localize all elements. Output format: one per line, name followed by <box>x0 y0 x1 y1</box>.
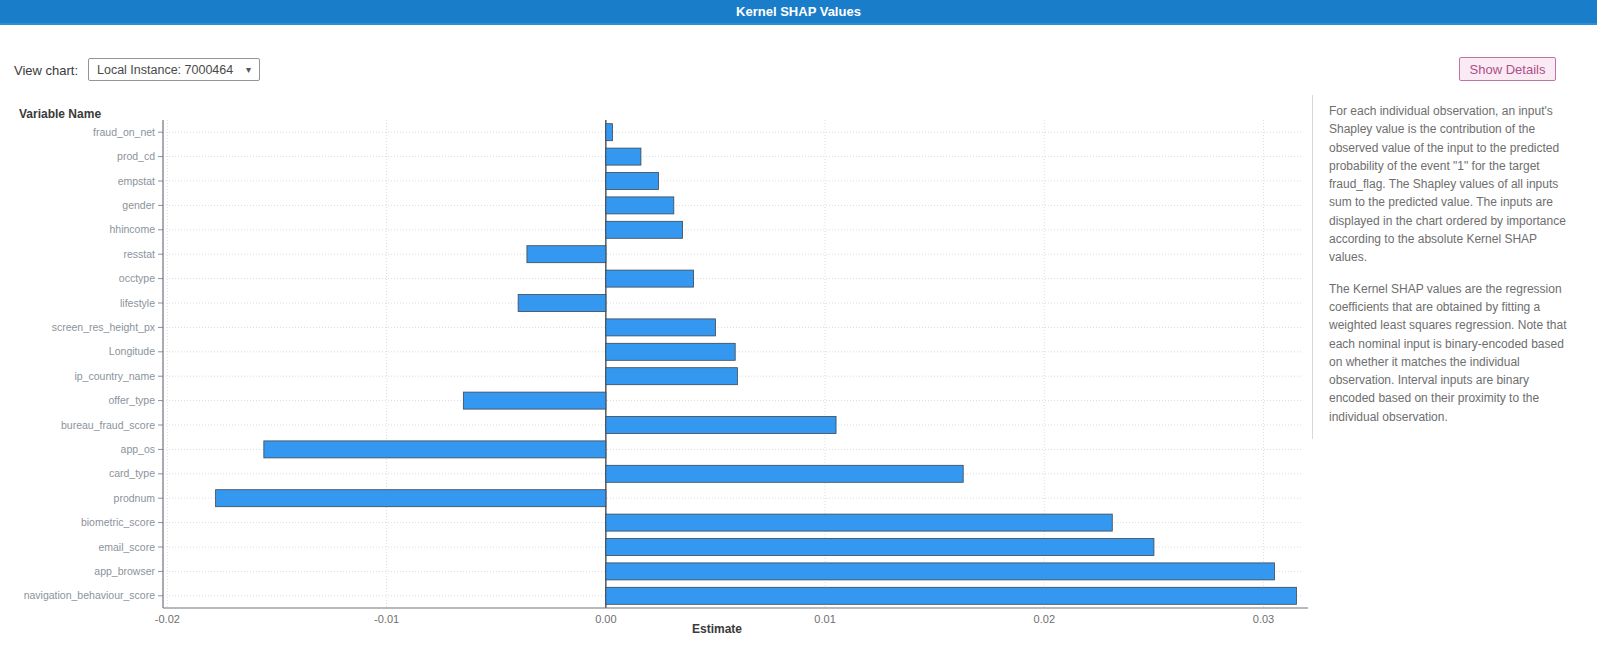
x-axis-title: Estimate <box>692 622 742 636</box>
view-chart-label: View chart: <box>14 63 78 78</box>
bar-app_browser[interactable] <box>606 563 1275 580</box>
x-tick-label: 0.02 <box>1034 613 1055 625</box>
chevron-down-icon: ▾ <box>246 65 251 75</box>
bar-empstat[interactable] <box>606 173 659 190</box>
show-details-button[interactable]: Show Details <box>1459 57 1556 81</box>
description-panel: For each individual observation, an inpu… <box>1312 95 1580 439</box>
bar-prod_cd[interactable] <box>606 148 641 165</box>
y-axis-label: offer_type <box>108 394 155 406</box>
y-axis-label: card_type <box>109 467 155 479</box>
bar-Longitude[interactable] <box>606 343 735 360</box>
bar-offer_type[interactable] <box>463 392 606 409</box>
y-axis-label: screen_res_height_px <box>52 321 156 333</box>
y-axis-label: app_os <box>121 443 155 455</box>
x-tick-label: 0.00 <box>595 613 616 625</box>
chart-canvas: fraud_on_net prod_cdempstat gender hhincome… <box>0 95 1310 651</box>
bar-navigation_behaviour_score[interactable] <box>606 587 1297 604</box>
y-axis-label: fraud_on_net <box>93 126 155 138</box>
y-axis-title: Variable Name <box>19 107 101 121</box>
y-axis-label: email_score <box>98 541 155 553</box>
bar-gender[interactable] <box>606 197 674 214</box>
y-axis-label: occtype <box>119 272 155 284</box>
bar-bureau_fraud_score[interactable] <box>606 417 836 434</box>
description-paragraph-1: For each individual observation, an inpu… <box>1329 102 1570 267</box>
description-paragraph-2: The Kernel SHAP values are the regressio… <box>1329 280 1570 426</box>
x-tick-label: -0.01 <box>374 613 399 625</box>
bar-resstat[interactable] <box>527 246 606 263</box>
shap-bar-chart: fraud_on_net prod_cdempstat gender hhincome… <box>0 95 1310 651</box>
bar-ip_country_name[interactable] <box>606 368 738 385</box>
bar-app_os[interactable] <box>264 441 606 458</box>
page-title: Kernel SHAP Values <box>736 4 861 19</box>
bar-hhincome[interactable] <box>606 221 683 238</box>
view-chart-dropdown-value: Local Instance: 7000464 <box>97 63 233 77</box>
y-axis-label: navigation_behaviour_score <box>24 589 156 601</box>
y-axis-label: prodnum <box>114 492 156 504</box>
x-tick-label: 0.03 <box>1253 613 1274 625</box>
y-axis-label: hhincome <box>109 223 155 235</box>
y-axis-label: Longitude <box>109 345 155 357</box>
title-bar: Kernel SHAP Values <box>0 0 1597 25</box>
y-axis-label: prod_cd <box>117 150 155 162</box>
bar-email_score[interactable] <box>606 539 1154 556</box>
y-axis-label: resstat <box>123 248 155 260</box>
y-axis-label: lifestyle <box>120 297 155 309</box>
y-axis-label: ip_country_name <box>74 370 155 382</box>
bar-occtype[interactable] <box>606 270 694 287</box>
bar-prodnum[interactable] <box>216 490 606 507</box>
bar-lifestyle[interactable] <box>518 295 606 312</box>
x-tick-label: -0.02 <box>155 613 180 625</box>
bar-card_type[interactable] <box>606 465 963 482</box>
y-axis-label: biometric_score <box>81 516 155 528</box>
bar-fraud_on_net[interactable] <box>606 124 613 141</box>
y-axis-label: app_browser <box>94 565 155 577</box>
bar-biometric_score[interactable] <box>606 514 1112 531</box>
y-axis-label: gender <box>122 199 155 211</box>
y-axis-label: empstat <box>118 175 155 187</box>
bar-screen_res_height_px[interactable] <box>606 319 716 336</box>
y-axis-label: bureau_fraud_score <box>61 419 155 431</box>
view-chart-dropdown[interactable]: Local Instance: 7000464 ▾ <box>88 58 260 81</box>
x-tick-label: 0.01 <box>814 613 835 625</box>
